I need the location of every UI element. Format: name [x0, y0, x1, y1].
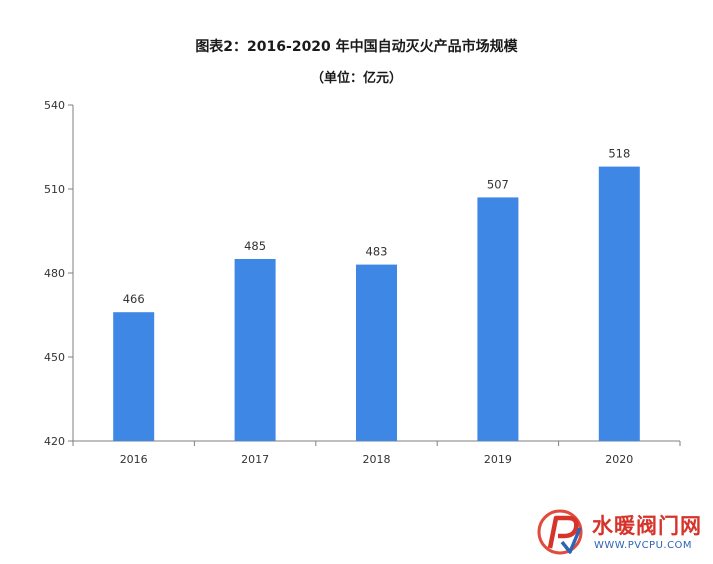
bar-2016	[113, 312, 155, 441]
bar-2020	[598, 166, 640, 441]
chart-title: 图表2：2016-2020 年中国自动灭火产品市场规模	[195, 39, 518, 55]
bar-2017	[234, 259, 276, 441]
x-tick-label-2019: 2019	[484, 453, 512, 466]
y-tick-label: 510	[44, 183, 65, 196]
x-tick-label-2016: 2016	[120, 453, 148, 466]
y-tick-label: 540	[44, 99, 65, 112]
y-tick-label: 480	[44, 267, 65, 280]
bar-2018	[356, 264, 397, 441]
data-label-2016: 466	[123, 292, 145, 306]
y-tick-label: 420	[44, 435, 65, 448]
y-tick-label: 450	[44, 351, 65, 364]
watermark-logo-icon	[537, 509, 583, 555]
watermark-text: 水暖阀门网	[592, 514, 702, 538]
x-tick-label-2018: 2018	[363, 453, 391, 466]
chart-subtitle: （单位：亿元）	[310, 71, 402, 86]
bar-2019	[477, 197, 519, 441]
bar-series	[113, 166, 640, 441]
x-tick-label-2017: 2017	[241, 453, 269, 466]
y-axis-ticks: 420 450 480 510 540	[44, 99, 73, 448]
data-label-2019: 507	[487, 177, 509, 191]
x-tick-label-2020: 2020	[605, 453, 633, 466]
data-labels: 466 485 483 507 518	[123, 147, 631, 307]
data-label-2020: 518	[608, 147, 630, 161]
watermark-url: WWW.PVCPU.COM	[594, 540, 693, 551]
data-label-2018: 483	[366, 245, 388, 259]
watermark: 水暖阀门网 WWW.PVCPU.COM	[536, 506, 711, 560]
data-label-2017: 485	[244, 239, 266, 253]
x-axis-ticks: 2016 2017 2018 2019 2020	[72, 441, 681, 466]
